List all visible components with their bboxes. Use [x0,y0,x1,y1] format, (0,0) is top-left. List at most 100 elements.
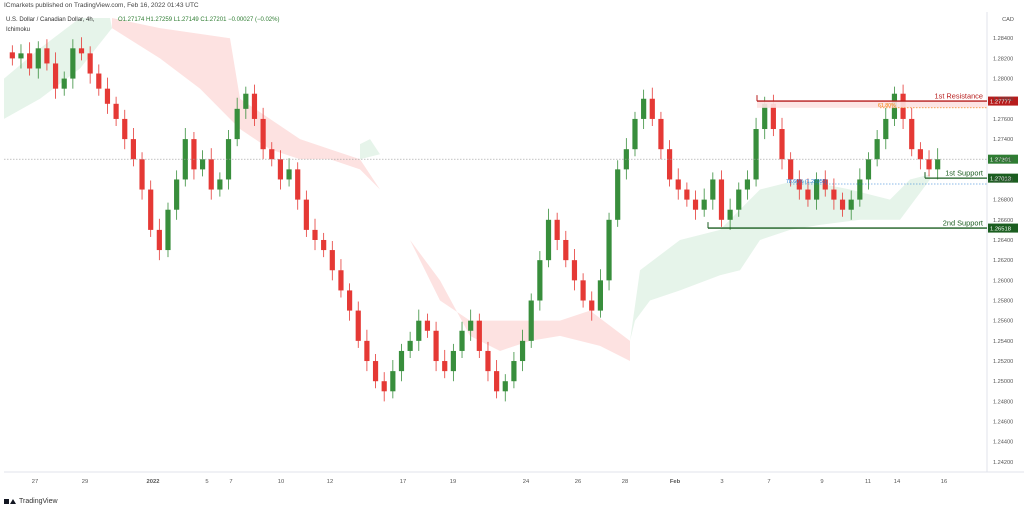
candle-body [251,93,258,119]
candle [424,313,431,338]
candle-body [433,330,439,362]
candle-body [208,159,214,190]
legend-indicator: Ichimoku [6,27,30,33]
candle-body [260,118,266,150]
candle [666,140,673,187]
level-label: 1st Support [945,169,983,178]
candle [372,353,379,389]
price-tick-label: 1.25000 [993,379,1013,385]
legend-symbol: U.S. Dollar / Canadian Dollar, 4h, [6,17,95,23]
candle-body [649,98,655,119]
candle-body [779,129,785,160]
candle [191,132,197,180]
level-1st-resistance: 1st Resistance 1.27777 [756,92,1018,106]
level-price-tag [988,173,1018,183]
candle [632,111,638,157]
candle [736,182,742,217]
price-tick-label: 1.28000 [993,77,1013,83]
candle-body [78,48,85,54]
candle [364,329,370,372]
candle [165,202,171,258]
time-tick-label: 10 [278,479,284,485]
candle [87,46,93,84]
candle-body [407,340,413,351]
candle-body [52,63,59,89]
candle-body [468,320,474,331]
candle-body [35,48,41,69]
candle [692,190,699,220]
fib-label: 78.60% (1.26955) [786,179,828,185]
candle [286,158,292,187]
candle-body [312,229,318,240]
candle-body [865,159,872,180]
candle [476,313,482,359]
candle [528,293,534,348]
candle [225,130,232,190]
candle-body [589,300,595,311]
candle-body [848,199,854,210]
tradingview-logo-icon [4,498,16,505]
candle-body [857,179,863,200]
candle-body [70,48,76,79]
candle [338,259,344,298]
candle-body [398,350,405,372]
candle [407,331,413,359]
bearish-cloud [112,18,630,362]
time-tick-label: 24 [523,479,530,485]
candle-body [494,371,500,392]
current-price-box [988,154,1018,164]
candle-body [347,290,353,311]
candle [727,198,733,230]
time-axis[interactable]: 27 29 2022 5 7 10 12 17 19 24 26 28 Feb 3 7 9 11 14 16 [32,479,947,485]
candle [494,360,500,399]
candle [251,84,258,126]
candle [44,39,50,71]
candle-body [329,250,335,271]
candle [917,142,923,170]
candle-body [874,139,880,160]
candle [589,291,595,321]
price-axis[interactable]: CAD 1.28400 1.28200 1.28000 1.27800 1.27600 1.… [993,17,1014,466]
footer-brand: TradingView [4,495,58,507]
level-label: 1st Resistance [935,92,983,101]
price-tick-label: 1.27200 [993,157,1013,163]
candle [502,374,508,402]
candle [848,190,854,220]
time-tick-label: 17 [400,479,406,485]
candle-body [277,159,284,180]
currency-label: CAD [1002,17,1014,23]
price-tick-label: 1.28400 [993,36,1013,42]
time-tick-label: 19 [450,479,456,485]
candle [156,218,162,261]
candle [537,251,543,311]
candle-body [416,320,422,341]
publisher-bar: ICmarkets published on TradingView.com, … [0,0,1024,12]
time-tick-label: 3 [720,479,723,485]
candle [718,170,725,227]
candle-body [122,118,128,140]
price-tick-label: 1.28200 [993,56,1013,62]
candle [926,150,932,177]
candle-body [44,48,50,64]
bullish-cloud-right [630,174,930,341]
candle [675,168,681,200]
time-tick-label: 9 [820,479,823,485]
candle [839,192,846,217]
candle-body [424,320,431,331]
candle-body [571,260,578,281]
candle [329,240,335,281]
candle [174,170,180,220]
candle-body [831,189,837,200]
candle-body [156,229,162,251]
candle-body [269,149,275,160]
candle-body [519,340,526,362]
candle [658,111,664,160]
candle-body [563,239,569,261]
candle-body [744,179,751,190]
candle-body [9,52,15,59]
candle-body [796,179,802,190]
current-price-value: 1.27201 [990,157,1011,163]
time-tick-label: 11 [865,479,871,485]
candle-body [217,179,223,190]
